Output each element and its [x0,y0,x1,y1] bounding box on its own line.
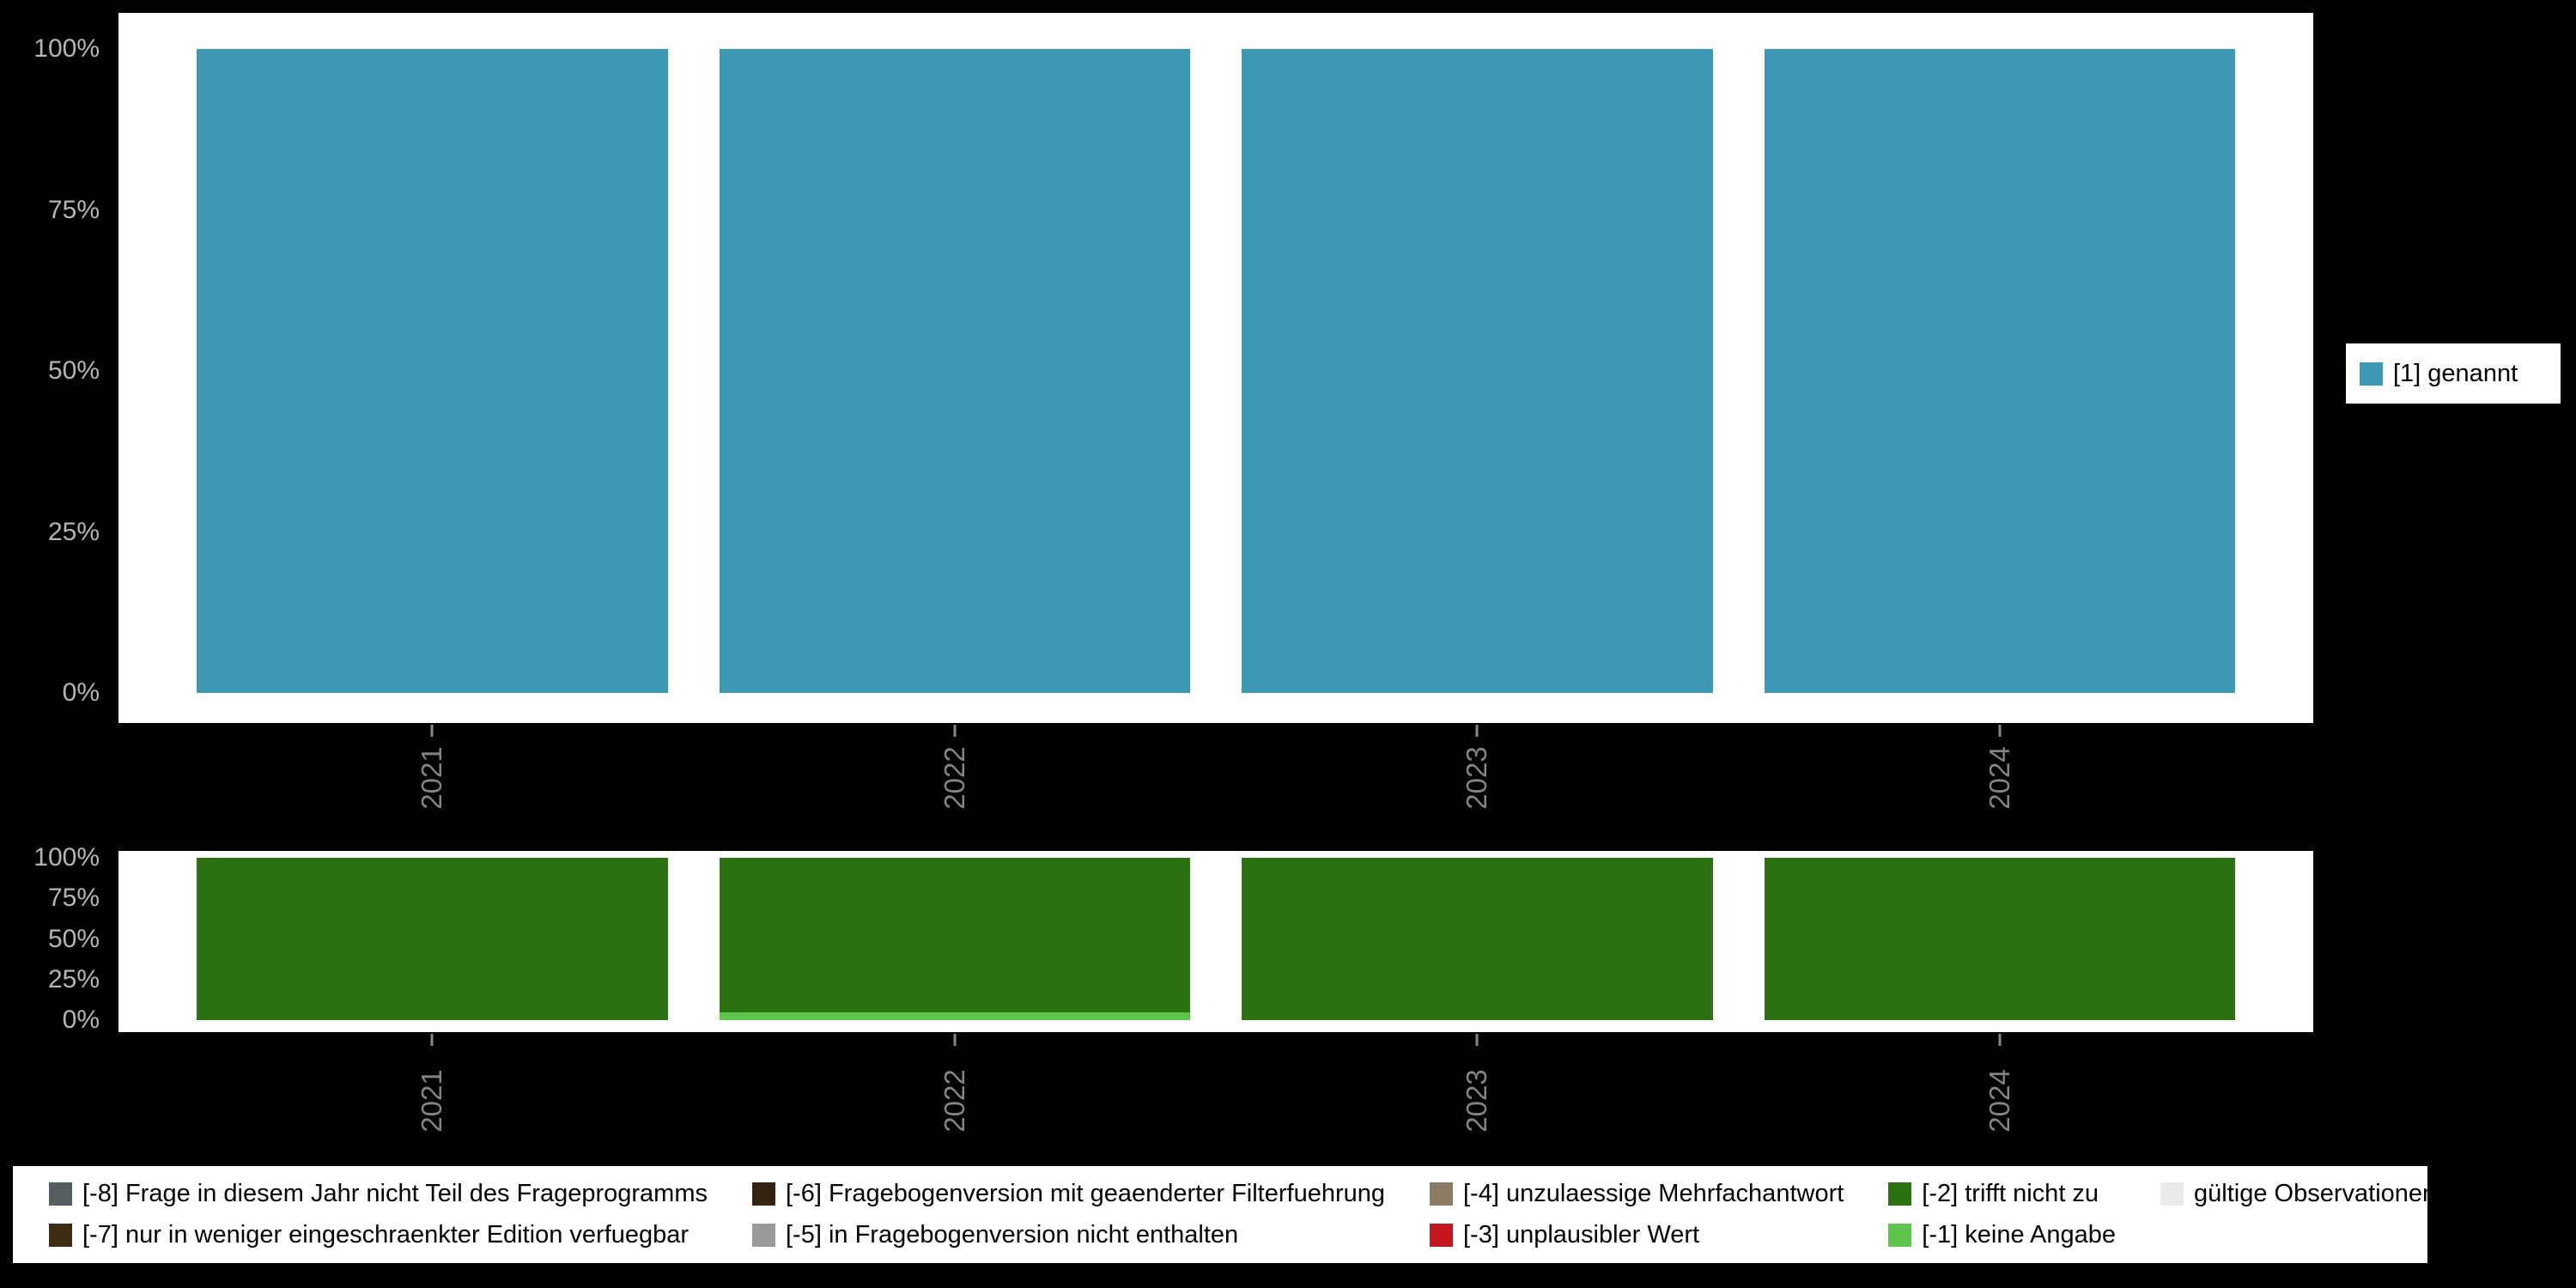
legend-item: gültige Observationen [2160,1180,2436,1208]
bar-segment-2021 [197,49,668,693]
legend-valid-values: [1] genannt [2346,343,2561,404]
x-axis-label: 2023 [1461,746,1493,810]
x-axis-tick [1475,725,1479,737]
x-axis-tick [953,1034,957,1046]
legend-swatch [49,1182,72,1206]
x-axis-label: 2022 [938,1069,970,1133]
y-axis-tick-label: 50% [47,356,100,385]
legend-swatch [2160,1182,2184,1206]
legend-label: [-1] keine Angabe [1922,1221,2117,1249]
legend-item: [-4] unzulaessige Mehrfachantwort [1430,1180,1844,1208]
legend-swatch [752,1182,775,1206]
legend-item: [-6] Fragebogenversion mit geaenderter F… [752,1180,1385,1208]
legend-swatch [752,1224,775,1248]
valid-values-chart-plot [118,13,2313,723]
legend-swatch [1430,1224,1453,1248]
bar-segment-2022 [719,1012,1190,1020]
x-axis-tick [430,1034,434,1046]
bar-segment-2022 [719,858,1190,1012]
legend-swatch [1430,1182,1453,1206]
legend-item: [-1] keine Angabe [1888,1221,2116,1249]
legend-item: [-8] Frage in diesem Jahr nicht Teil des… [49,1180,708,1208]
missing-chart-y-axis: 100% 75% 50% 25% 0% [0,843,110,1034]
missing-values-chart-plot [118,851,2313,1032]
legend-swatch [49,1224,72,1248]
legend-item: [-7] nur in weniger eingeschraenkter Edi… [49,1221,708,1249]
y-axis-tick-label: 100% [33,34,100,63]
x-axis-label: 2021 [416,746,448,810]
y-axis-tick-label: 100% [33,843,100,872]
legend-label: [-2] trifft nicht zu [1922,1179,2099,1207]
legend-item: [-5] in Fragebogenversion nicht enthalte… [752,1221,1385,1249]
legend-item: [-2] trifft nicht zu [1888,1180,2116,1208]
legend-label: [-5] in Fragebogenversion nicht enthalte… [786,1221,1239,1249]
legend-label: [1] genannt [2393,359,2518,387]
x-axis-label: 2022 [938,746,970,810]
missing-chart-x-axis: 2021 2022 2023 2024 [118,1032,2313,1157]
x-axis-tick [953,725,957,737]
bar-segment-2024 [1764,49,2235,693]
legend-label: [-6] Fragebogenversion mit geaenderter F… [786,1179,1385,1207]
x-axis-label: 2024 [1983,746,2015,810]
valid-chart-x-axis: 2021 2022 2023 2024 [118,723,2313,843]
y-axis-tick-label: 0% [62,678,100,707]
y-axis-tick-label: 75% [47,195,100,224]
x-axis-tick [1475,1034,1479,1046]
legend-label: [-4] unzulaessige Mehrfachantwort [1463,1179,1844,1207]
legend-missing-values: [-8] Frage in diesem Jahr nicht Teil des… [13,1166,2436,1263]
y-axis-tick-label: 25% [47,517,100,546]
bar-segment-2023 [1242,858,1713,1020]
x-axis-tick [1998,1034,2002,1046]
bar-segment-2021 [197,858,668,1020]
legend-item: [1] genannt [2360,360,2518,388]
legend-item: [-3] unplausibler Wert [1430,1221,1844,1249]
y-axis-tick-label: 0% [62,1005,100,1034]
y-axis-tick-label: 75% [47,884,100,913]
bar-segment-2024 [1764,858,2235,1020]
legend-label: [-7] nur in weniger eingeschraenkter Edi… [82,1221,690,1249]
y-axis-tick-label: 25% [47,964,100,993]
legend-label: gültige Observationen [2194,1179,2437,1207]
legend-swatch [2360,361,2383,386]
x-axis-label: 2021 [416,1069,448,1133]
legend-label: [-3] unplausibler Wert [1463,1221,1700,1249]
legend-swatch [1888,1182,1912,1206]
x-axis-tick [430,725,434,737]
x-axis-tick [1998,725,2002,737]
bar-segment-2023 [1242,49,1713,693]
valid-chart-y-axis: 100% 75% 50% 25% 0% [0,13,110,723]
legend-swatch [1888,1224,1912,1248]
y-axis-tick-label: 50% [47,924,100,953]
legend-label: [-8] Frage in diesem Jahr nicht Teil des… [82,1179,708,1207]
bar-segment-2022 [719,49,1190,693]
x-axis-label: 2024 [1983,1069,2015,1133]
x-axis-label: 2023 [1461,1069,1493,1133]
